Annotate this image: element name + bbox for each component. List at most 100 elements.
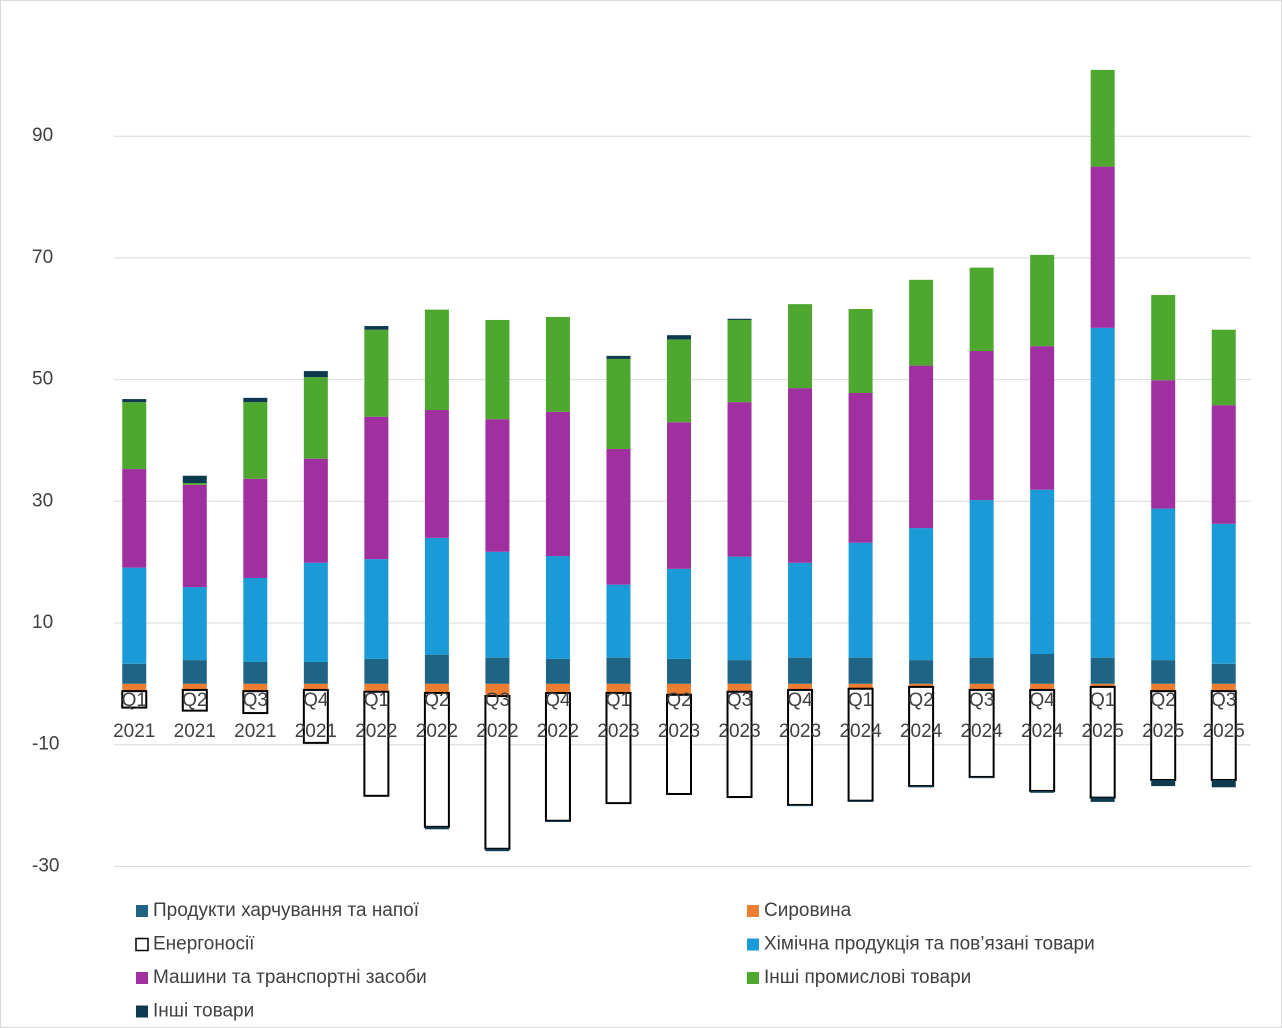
- bar-segment: [788, 562, 813, 658]
- y-tick-label: 90: [32, 125, 53, 146]
- bar-segment: [545, 556, 570, 659]
- bar-segment: [909, 279, 934, 366]
- bar-segment: [364, 329, 389, 417]
- bar-segment: [485, 848, 510, 852]
- x-tick-label: Q3 2022: [476, 690, 518, 742]
- bar-segment: [424, 410, 449, 538]
- legend-label: Інші промислові товари: [764, 967, 971, 988]
- bar-segment: [182, 484, 207, 588]
- bar-segment: [727, 318, 752, 320]
- bar-segment: [364, 658, 389, 684]
- bar-segment: [303, 562, 328, 662]
- bar-segment: [1151, 380, 1176, 509]
- legend-label: Сировина: [764, 900, 852, 921]
- bar-segment: [788, 683, 813, 690]
- bar-segment: [364, 326, 389, 330]
- legend-label: Машини та транспортні засоби: [153, 967, 427, 988]
- bar-segment: [121, 690, 148, 709]
- bar-segment: [1030, 654, 1055, 684]
- bar-segment: [1151, 508, 1176, 661]
- bar-segment: [787, 688, 814, 806]
- bar-segment: [122, 567, 147, 664]
- bar-segment: [243, 661, 268, 684]
- bar-segment: [606, 355, 631, 359]
- bar-segment: [726, 690, 753, 799]
- x-tick-label-line: 2022: [416, 721, 458, 742]
- bar-segment: [243, 478, 268, 578]
- bar-segment: [1151, 683, 1176, 692]
- bar-segment: [848, 800, 873, 802]
- bar-segment: [243, 577, 268, 662]
- bar-segment: [727, 319, 752, 403]
- x-tick-label-line: 2024: [960, 721, 1003, 742]
- bar-segment: [1090, 166, 1115, 328]
- legend-marker: [136, 972, 148, 984]
- bar-segment: [848, 657, 873, 684]
- y-tick-label: -10: [32, 734, 59, 755]
- bar-segment: [122, 663, 147, 684]
- x-tick-label-line: 2023: [658, 721, 700, 742]
- x-tick-label: Q2 2024: [900, 690, 943, 742]
- bar-segment: [1030, 254, 1055, 347]
- bar-segment: [424, 683, 449, 693]
- bar-segment: [424, 309, 449, 411]
- bar-segment: [1151, 295, 1176, 381]
- bar-segment: [303, 377, 328, 459]
- bar-segment: [909, 365, 934, 529]
- bar-segment: [243, 397, 268, 403]
- bar-segment: [788, 388, 813, 563]
- bar-segment: [969, 776, 994, 779]
- bar-segment: [969, 683, 994, 690]
- x-tick-label: Q2 2023: [658, 690, 700, 742]
- bar-segment: [243, 683, 268, 692]
- bar-segment: [848, 309, 873, 393]
- bar-segment: [485, 419, 510, 552]
- bar-segment: [788, 304, 813, 389]
- x-tick-label-line: Q3: [243, 690, 268, 711]
- bar-segment: [1030, 346, 1055, 490]
- bar-segment: [667, 422, 691, 569]
- bar-segment: [969, 267, 994, 352]
- legend-label: Енергоносії: [153, 934, 255, 955]
- bar-segment: [1030, 683, 1055, 690]
- x-tick-label-line: Q1: [364, 690, 389, 711]
- x-tick-label-line: Q2: [908, 690, 933, 711]
- x-tick-label-line: 2021: [174, 721, 216, 742]
- bar-segment: [667, 568, 691, 659]
- x-tick-label-line: Q3: [485, 690, 510, 711]
- bar-segment: [122, 402, 147, 470]
- x-tick-label: Q4 2021: [295, 690, 337, 742]
- bar-segment: [606, 448, 631, 585]
- bar-segment: [727, 556, 752, 661]
- bar-segment: [1090, 797, 1115, 802]
- bar-segment: [1210, 690, 1237, 781]
- bar-segment: [545, 658, 570, 684]
- x-tick-label-line: 2023: [718, 721, 760, 742]
- bar-segment: [666, 693, 692, 795]
- x-tick-label: Q1 2024: [839, 690, 882, 742]
- x-tick-label: Q4 2022: [537, 690, 579, 742]
- bar-segment: [423, 691, 450, 828]
- bar-segment: [788, 804, 813, 807]
- bar-segment: [667, 339, 691, 423]
- bar-segment: [1090, 69, 1115, 167]
- bar-segment: [969, 657, 994, 684]
- x-tick-label: Q1 2023: [597, 690, 639, 742]
- bar-segment: [485, 551, 510, 658]
- x-tick-label-line: Q1: [122, 690, 147, 711]
- x-tick-label-line: 2022: [476, 721, 518, 742]
- bar-segment: [969, 351, 994, 501]
- legend-label: Інші товари: [153, 1001, 254, 1022]
- bar-segment: [1030, 489, 1055, 655]
- bar-segment: [1089, 685, 1116, 799]
- bar-segment: [182, 587, 207, 661]
- x-tick-label-line: 2021: [234, 721, 276, 742]
- x-tick-label: Q3 2021: [234, 690, 276, 742]
- bar-segment: [545, 411, 570, 557]
- bar-segment: [1151, 660, 1176, 684]
- x-tick-label: Q1 2022: [355, 690, 397, 742]
- bar-segment: [1090, 683, 1115, 687]
- bar-segment: [909, 528, 934, 661]
- y-tick-label: -30: [32, 855, 59, 876]
- bar-segment: [181, 688, 208, 712]
